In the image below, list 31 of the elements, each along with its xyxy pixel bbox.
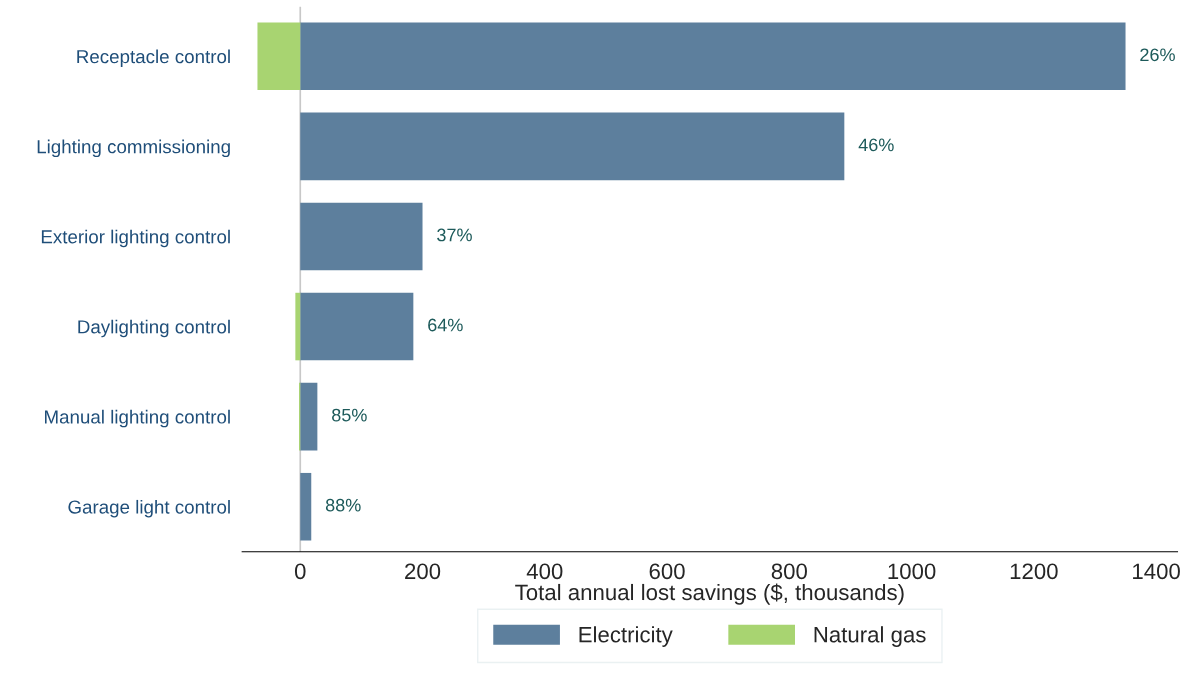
annotation: 88% (325, 498, 361, 512)
y-tick-label: Receptacle control (77, 49, 230, 67)
x-tick-label: 1200 (1010, 563, 1058, 580)
bar (295, 292, 301, 361)
y-tick-label: Lighting commissioning (37, 139, 230, 158)
x-tick-label: 800 (771, 563, 807, 580)
x-tick-label: 600 (649, 563, 685, 580)
y-tick-label: Manual lighting control (45, 409, 230, 428)
x-tick-label: 1000 (888, 563, 936, 580)
annotation: 37% (437, 228, 472, 242)
y-tick-label: Daylighting control (78, 319, 230, 338)
annotation: 46% (858, 138, 894, 152)
annotation: 26% (1140, 48, 1175, 62)
legend-label: Electricity (579, 626, 673, 647)
y-tick-label: Exterior lighting control (41, 229, 230, 248)
x-axis-title: Total annual lost savings ($, thousands) (515, 583, 904, 605)
bar (300, 202, 423, 271)
bar (300, 22, 1126, 91)
bar (300, 112, 845, 181)
legend-label: Natural gas (814, 626, 926, 647)
x-tick-label: 1400 (1133, 563, 1180, 580)
x-tick-label: 400 (526, 563, 563, 580)
x-tick-label: 0 (294, 563, 306, 580)
bar (300, 382, 318, 451)
bar (300, 472, 312, 541)
bar (257, 22, 301, 91)
x-tick-label: 200 (405, 563, 441, 580)
annotation: 85% (332, 408, 367, 422)
bar (300, 292, 414, 361)
annotation: 64% (428, 318, 463, 332)
y-tick-label: Garage light control (68, 499, 230, 518)
